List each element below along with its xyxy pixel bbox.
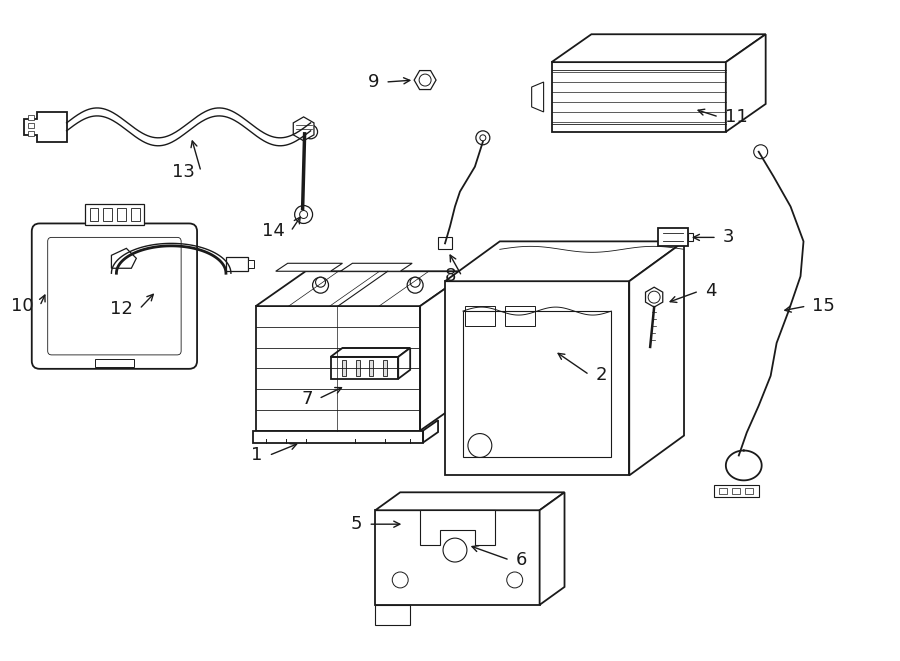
Circle shape: [294, 206, 312, 223]
Polygon shape: [552, 34, 766, 62]
Bar: [117, 208, 126, 221]
Bar: [719, 488, 727, 494]
Polygon shape: [256, 271, 470, 306]
Polygon shape: [414, 71, 436, 89]
Text: 1: 1: [251, 446, 263, 465]
Text: 11: 11: [724, 108, 748, 126]
Polygon shape: [23, 112, 67, 142]
Text: 4: 4: [705, 282, 716, 300]
Text: 2: 2: [596, 366, 607, 384]
Polygon shape: [405, 515, 428, 533]
Text: 14: 14: [262, 222, 284, 241]
Text: 6: 6: [516, 551, 527, 569]
Bar: [463, 311, 611, 457]
Polygon shape: [423, 420, 438, 442]
Polygon shape: [340, 263, 412, 271]
Polygon shape: [645, 287, 662, 307]
Bar: [382, 360, 387, 376]
Bar: [688, 233, 693, 241]
Polygon shape: [438, 237, 452, 249]
Polygon shape: [540, 492, 564, 605]
Bar: [28, 123, 34, 128]
Polygon shape: [532, 82, 544, 112]
Bar: [330, 357, 398, 379]
Polygon shape: [420, 271, 470, 430]
Bar: [552, 62, 725, 132]
Bar: [94, 359, 134, 367]
Bar: [104, 208, 112, 221]
Bar: [89, 208, 98, 221]
Bar: [745, 488, 752, 494]
Circle shape: [407, 277, 423, 293]
Bar: [85, 204, 144, 225]
Text: 10: 10: [11, 297, 34, 315]
Polygon shape: [253, 430, 423, 442]
Circle shape: [303, 125, 318, 139]
Circle shape: [753, 145, 768, 159]
Polygon shape: [275, 263, 343, 271]
Bar: [505, 306, 535, 326]
Text: 9: 9: [368, 73, 379, 91]
Bar: [732, 488, 740, 494]
Polygon shape: [375, 510, 540, 605]
Circle shape: [410, 277, 420, 287]
Polygon shape: [375, 492, 564, 510]
Bar: [658, 229, 688, 247]
Polygon shape: [629, 241, 684, 475]
Text: 3: 3: [723, 229, 734, 247]
Bar: [131, 208, 140, 221]
Text: 8: 8: [445, 267, 456, 286]
Bar: [342, 360, 346, 376]
Circle shape: [316, 277, 326, 287]
Polygon shape: [112, 249, 136, 268]
Polygon shape: [445, 281, 629, 475]
Bar: [28, 115, 34, 120]
Polygon shape: [293, 117, 314, 141]
Text: 7: 7: [302, 390, 312, 408]
Bar: [248, 260, 254, 268]
Bar: [226, 257, 248, 271]
Polygon shape: [375, 605, 410, 625]
Polygon shape: [420, 510, 495, 545]
Polygon shape: [725, 34, 766, 132]
Bar: [369, 360, 374, 376]
Bar: [28, 131, 34, 136]
Polygon shape: [256, 306, 420, 430]
Text: 15: 15: [813, 297, 835, 315]
Polygon shape: [714, 485, 759, 497]
Polygon shape: [398, 348, 410, 379]
FancyBboxPatch shape: [32, 223, 197, 369]
Circle shape: [312, 277, 328, 293]
Circle shape: [476, 131, 490, 145]
Text: 13: 13: [172, 163, 195, 180]
Bar: [356, 360, 360, 376]
Text: 12: 12: [111, 300, 133, 318]
Polygon shape: [330, 348, 410, 357]
Text: 5: 5: [351, 515, 363, 533]
Bar: [465, 306, 495, 326]
Polygon shape: [445, 241, 684, 281]
